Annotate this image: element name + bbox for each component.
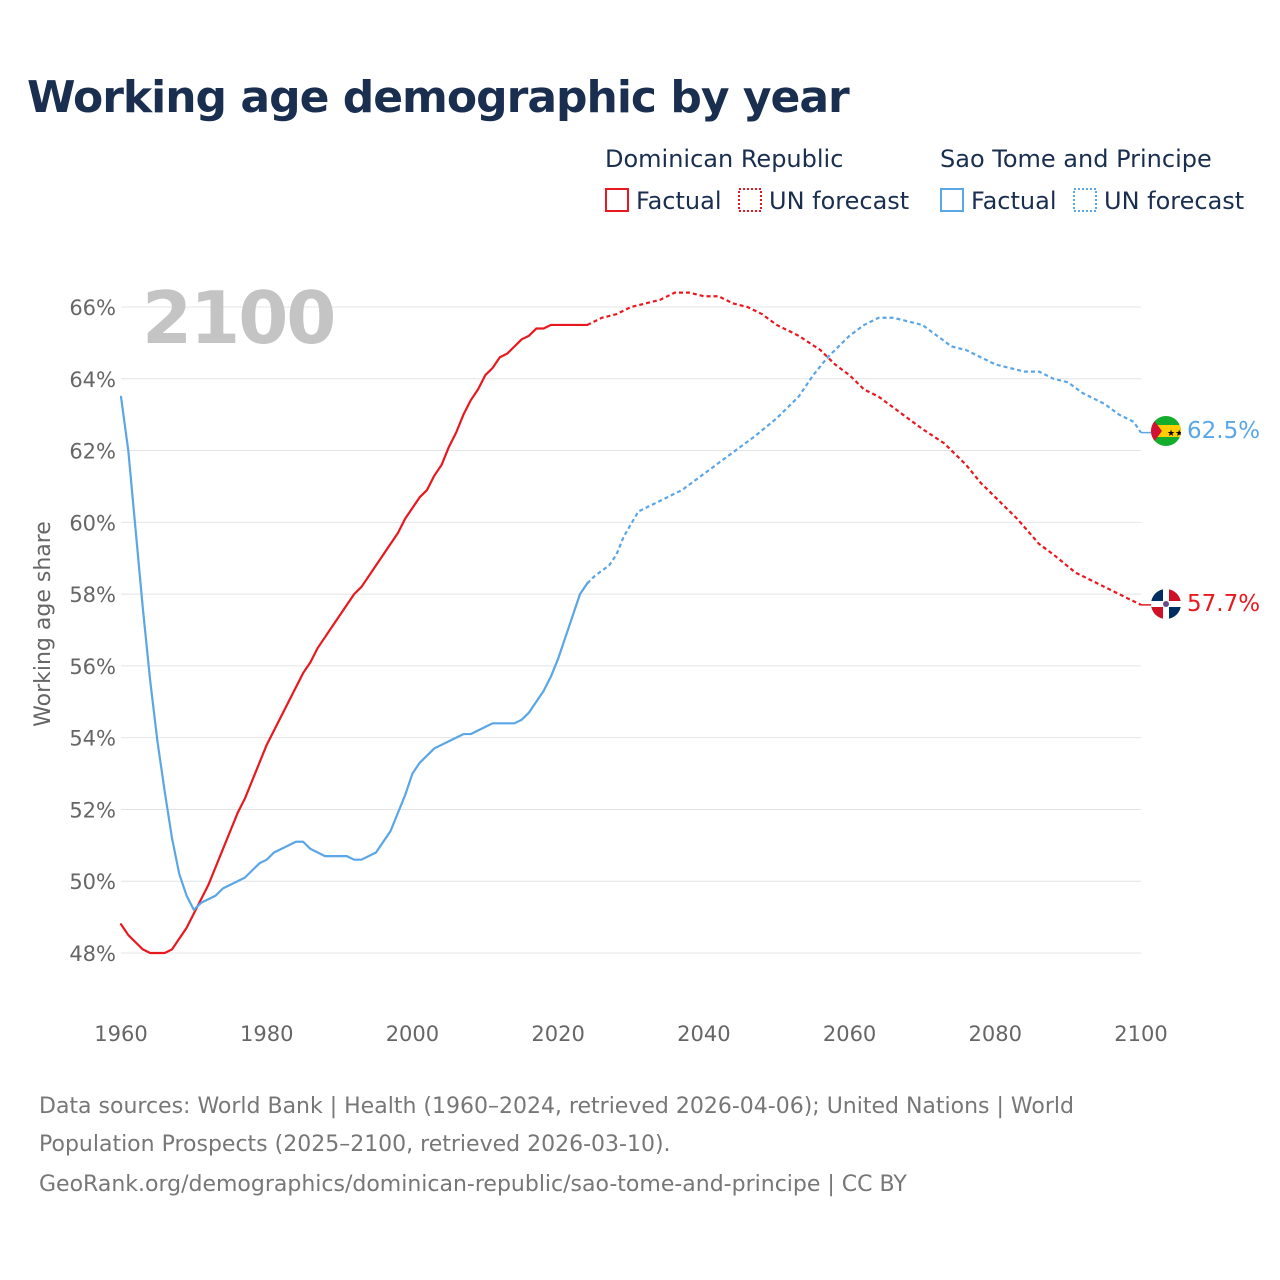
series-line-dominican-republic-forecast [586, 291, 1142, 606]
flag-dominican-republic-icon [1151, 589, 1181, 619]
legend-label-stp-forecast: UN forecast [1104, 187, 1244, 215]
year-overlay: 2100 [142, 276, 334, 360]
y-tick-label-62: 62% [69, 440, 116, 464]
footer-link[interactable]: GeoRank.org/demographics/dominican-repub… [39, 1172, 907, 1197]
legend-label-dr-factual: Factual [636, 187, 722, 215]
svg-text:★★: ★★ [1167, 429, 1183, 439]
y-axis-ticks: 48% 50% 52% 54% 56% 58% 60% 62% 64% 66% [69, 296, 116, 966]
legend-swatch-dr-factual [605, 188, 629, 212]
legend-group-dominican-republic: Dominican Republic [605, 145, 843, 173]
y-tick-label-54: 54% [69, 727, 116, 751]
end-label-dominican-republic: 57.7% [1187, 591, 1260, 617]
legend-group-sao-tome: Sao Tome and Principe [940, 145, 1212, 173]
x-tick-label-1960: 1960 [94, 1022, 147, 1046]
y-tick-label-58: 58% [69, 583, 116, 607]
legend-swatch-dr-forecast [738, 188, 762, 212]
footer-sources-line1: Data sources: World Bank | Health (1960–… [39, 1094, 1074, 1119]
y-tick-label-66: 66% [69, 296, 116, 320]
x-tick-label-2100: 2100 [1114, 1022, 1167, 1046]
grid [121, 306, 1141, 954]
y-tick-label-50: 50% [69, 870, 116, 894]
series-lines [119, 291, 1151, 955]
series-line-sao-tome-and-principe-forecast [586, 316, 1142, 585]
y-tick-label-56: 56% [69, 655, 116, 679]
y-tick-label-48: 48% [69, 942, 116, 966]
x-tick-label-2080: 2080 [969, 1022, 1022, 1046]
legend-label-stp-factual: Factual [971, 187, 1057, 215]
y-tick-label-60: 60% [69, 511, 116, 535]
legend: Dominican Republic Factual UN forecast S… [605, 145, 1244, 215]
x-tick-label-2060: 2060 [823, 1022, 876, 1046]
y-tick-label-52: 52% [69, 798, 116, 822]
legend-label-dr-forecast: UN forecast [769, 187, 909, 215]
x-tick-label-2020: 2020 [531, 1022, 584, 1046]
x-tick-label-1980: 1980 [240, 1022, 293, 1046]
y-axis-label: Working age share [31, 521, 56, 727]
y-tick-label-64: 64% [69, 368, 116, 392]
x-axis-ticks: 1960 1980 2000 2020 2040 2060 2080 2100 [94, 1022, 1167, 1046]
x-tick-label-2000: 2000 [386, 1022, 439, 1046]
series-line-dominican-republic-factual [119, 323, 589, 955]
legend-swatch-stp-factual [940, 188, 964, 212]
chart-title: Working age demographic by year [27, 72, 850, 123]
footer-sources-line2: Population Prospects (2025–2100, retriev… [39, 1132, 671, 1157]
x-tick-label-2040: 2040 [677, 1022, 730, 1046]
end-label-sao-tome: 62.5% [1187, 418, 1260, 444]
series-line-sao-tome-and-principe-factual [119, 395, 589, 912]
legend-swatch-stp-forecast [1073, 188, 1097, 212]
flag-sao-tome-and-principe-icon: ★★ [1151, 416, 1183, 446]
